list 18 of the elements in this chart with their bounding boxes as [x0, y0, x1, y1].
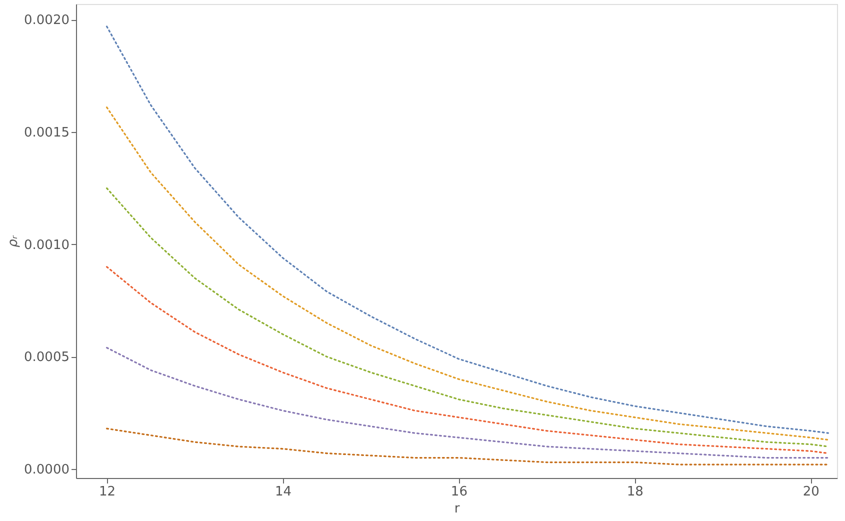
x-tick-label: 12	[99, 484, 116, 500]
line-series	[106, 106, 829, 441]
x-axis-title: r	[454, 502, 460, 516]
y-tick-label: 0.0020	[24, 13, 70, 28]
y-tick-label: 0.0005	[24, 350, 70, 366]
line-series	[106, 346, 829, 459]
x-tick-label: 18	[626, 484, 644, 500]
x-tick-label: 16	[450, 484, 468, 500]
line-series	[106, 266, 829, 454]
line-series	[106, 187, 829, 448]
y-axis-title: ρᵣ	[6, 235, 22, 248]
line-series	[106, 26, 829, 434]
x-tick-label: 14	[274, 484, 292, 500]
y-tick-label: 0.0010	[24, 238, 70, 253]
y-tick-label: 0.0015	[24, 126, 70, 141]
x-tick-label: 20	[802, 484, 820, 500]
y-tick-label: 0.0000	[24, 462, 70, 478]
line-series	[106, 428, 829, 466]
